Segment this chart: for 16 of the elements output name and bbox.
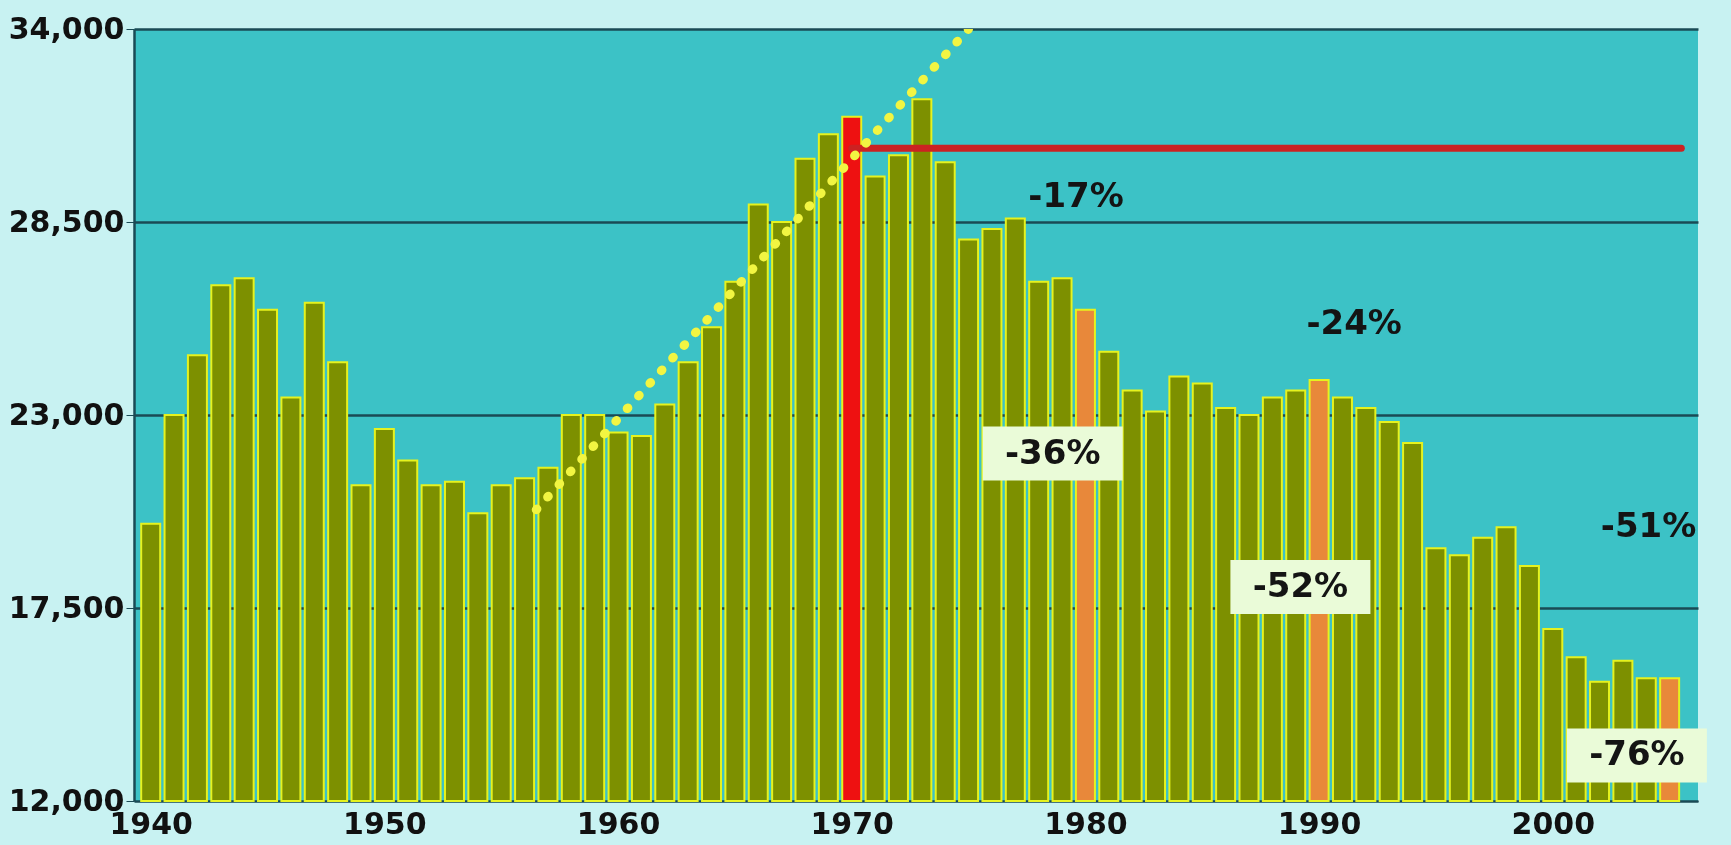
x-tick-label: 1960 [576,805,661,841]
annotation: -17% [1028,175,1124,216]
x-tick-label: 1970 [810,805,894,841]
x-tick-label: 1950 [343,805,427,841]
x-tick-label: 1980 [1044,805,1128,841]
x-tick-label: 2000 [1511,805,1596,841]
annotation: -24% [1306,301,1402,342]
annotation: -36% [1004,431,1101,472]
y-tick-label: 23,000 [8,396,125,432]
y-tick-label: 17,500 [8,589,125,625]
y-tick-label: 34,000 [8,10,125,46]
annotation: -76% [1589,733,1685,774]
x-tick-label: 1990 [1277,805,1362,841]
annotation: -52% [1252,564,1349,605]
y-tick-label: 28,500 [8,203,125,239]
annotation: -51% [1600,505,1697,546]
